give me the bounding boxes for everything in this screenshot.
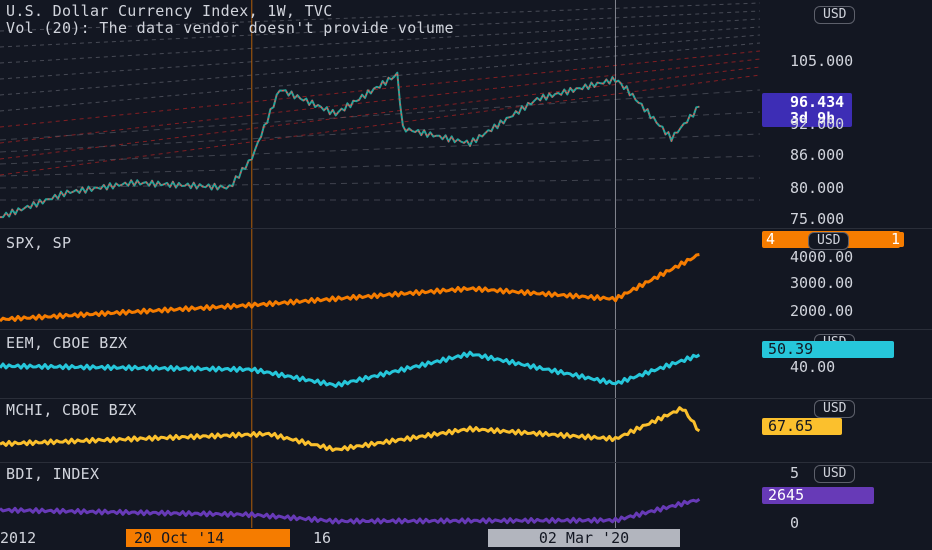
time-axis-crosshair-label: 02 Mar '20 — [488, 529, 680, 547]
bdi-currency-badge[interactable]: USD — [814, 465, 856, 483]
series-candles-overlay — [0, 72, 700, 218]
main-axis-label: 80.000 — [790, 179, 845, 197]
mchi-pane-title: MCHI, CBOE BZX — [6, 401, 137, 419]
bdi-axis-label: 0 — [790, 514, 800, 532]
time-axis-crosshair-label: 20 Oct '14 — [126, 529, 290, 547]
channel-line — [0, 177, 761, 189]
main-axis-label: 75.000 — [790, 210, 845, 228]
main-axis-label: 92.000 — [790, 115, 845, 133]
spx-axis-label: 4000.00 — [790, 248, 854, 266]
mchi-currency-badge[interactable]: USD — [814, 400, 856, 418]
channel-line — [0, 111, 761, 153]
time-axis-label: 2012 — [0, 529, 37, 547]
channel-line — [0, 26, 761, 80]
series-line — [0, 498, 701, 525]
bdi-price-tag: 2645 — [762, 487, 874, 504]
channel-line — [0, 2, 761, 32]
pane-separator[interactable] — [0, 398, 932, 399]
channel-line — [0, 10, 761, 48]
channel-line — [0, 42, 761, 112]
series-line — [0, 350, 701, 388]
pane-separator[interactable] — [0, 329, 932, 330]
main-axis-label: 105.000 — [790, 52, 854, 70]
eem-pane-title: EEM, CBOE BZX — [6, 334, 128, 352]
spx-price-value: 4 — [766, 230, 776, 248]
main-price-value: 96.434 — [790, 93, 845, 111]
main-price-tag: 96.434 3d 9h — [762, 93, 853, 127]
channel-line — [0, 89, 761, 141]
main-pane-title: U.S. Dollar Currency Index, 1W, TVC — [6, 2, 333, 20]
eem-axis-label: 40.00 — [790, 358, 836, 376]
volume-status-text: Vol (20): The data vendor doesn't provid… — [6, 19, 454, 37]
main-countdown: 3d 9h — [790, 109, 836, 127]
mchi-price-tag: 67.65 — [762, 418, 842, 435]
series-line — [0, 406, 701, 452]
bdi-axis-label: 5 — [790, 464, 800, 482]
time-axis-label: 16 — [313, 529, 332, 547]
spx-series-count-badge: 1 — [887, 232, 905, 247]
eem-price-tag: 50.39 — [762, 341, 894, 358]
main-axis-label: 86.000 — [790, 146, 845, 164]
channel-line — [0, 34, 761, 96]
channel-line — [0, 133, 761, 165]
channel-line — [0, 66, 761, 160]
spx-axis-label: 3000.00 — [790, 274, 854, 292]
channel-line — [0, 50, 761, 128]
channel-line — [0, 155, 761, 177]
pane-separator[interactable] — [0, 228, 932, 229]
main-currency-badge[interactable]: USD — [814, 6, 856, 24]
spx-pane-title: SPX, SP — [6, 234, 72, 252]
bdi-pane-title: BDI, INDEX — [6, 465, 100, 483]
series-line — [0, 253, 700, 323]
spx-axis-label: 2000.00 — [790, 302, 854, 320]
spx-currency-badge[interactable]: USD — [808, 232, 850, 250]
channel-line — [0, 18, 761, 64]
series-line — [0, 71, 700, 219]
pane-separator[interactable] — [0, 462, 932, 463]
